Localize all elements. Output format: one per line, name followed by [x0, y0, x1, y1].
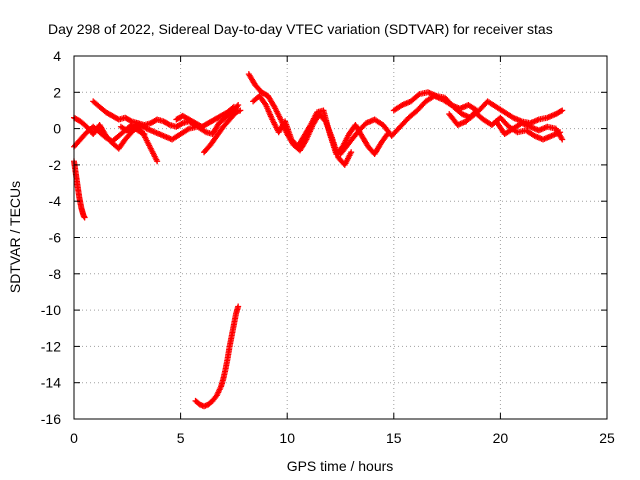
x-tick-label: 20: [493, 430, 509, 446]
y-tick-label: -14: [41, 375, 61, 391]
data-point: [557, 108, 564, 115]
series-pass-l: [493, 118, 566, 143]
x-tick-label: 25: [599, 430, 615, 446]
data-point: [165, 121, 172, 128]
data-point: [141, 131, 148, 138]
grid: [74, 56, 607, 419]
y-tick-label: -10: [41, 302, 61, 318]
y-axis-label: SDTVAR / TECUs: [7, 181, 23, 293]
y-tick-label: 0: [53, 121, 61, 137]
plot-border: [73, 55, 608, 420]
data-point: [178, 120, 185, 127]
series-pass-f: [173, 103, 237, 130]
x-tick-label: 10: [279, 430, 295, 446]
x-axis-label: GPS time / hours: [287, 458, 394, 474]
data-point: [229, 104, 236, 111]
chart-title: Day 298 of 2022, Sidereal Day-to-day VTE…: [48, 21, 553, 37]
series-deep-drop: [192, 303, 242, 410]
data-point: [235, 102, 242, 109]
x-tick-label: 5: [177, 430, 185, 446]
data-point: [127, 117, 134, 124]
x-tick-label: 0: [70, 430, 78, 446]
y-tick-label: -2: [49, 157, 62, 173]
y-tick-label: -16: [41, 411, 61, 427]
y-axis: 4 2 0 -2 -4 -6 -8 -10 -12 -14 -16: [41, 48, 607, 427]
y-tick-label: -4: [49, 193, 62, 209]
data-point: [140, 130, 147, 137]
data-point: [559, 136, 566, 143]
data-point: [348, 149, 355, 156]
data-point: [235, 303, 242, 310]
x-tick-label: 15: [386, 430, 402, 446]
data-point: [154, 158, 161, 165]
y-tick-label: -6: [49, 230, 62, 246]
data-points: [71, 71, 566, 410]
plot-frame: [73, 55, 608, 420]
y-tick-label: -8: [49, 266, 62, 282]
series-early-drop: [71, 158, 88, 221]
y-tick-label: 4: [53, 48, 61, 64]
series-pass-d: [117, 102, 242, 143]
data-point: [237, 107, 244, 114]
x-axis: 0 5 10 15 20 25: [70, 56, 615, 446]
y-tick-label: -12: [41, 338, 61, 354]
data-point: [383, 132, 390, 139]
y-tick-label: 2: [53, 84, 61, 100]
data-point: [559, 107, 566, 114]
data-point: [81, 214, 88, 221]
data-point: [230, 103, 237, 110]
series-pass-e: [201, 107, 244, 156]
